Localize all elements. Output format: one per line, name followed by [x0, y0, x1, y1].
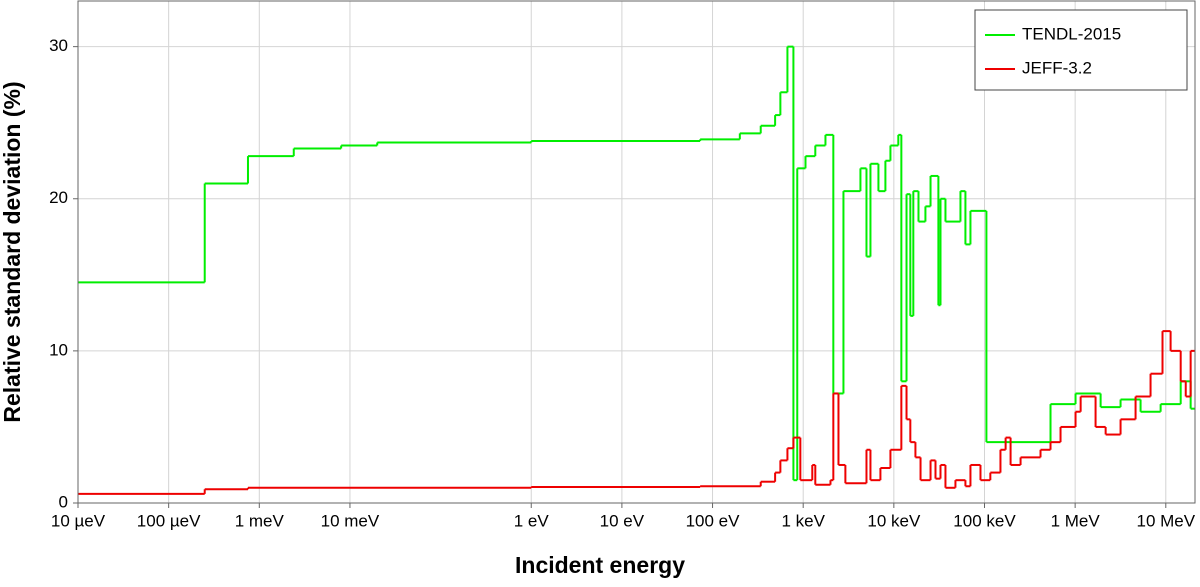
step-riser [203, 46, 1192, 481]
x-tick-label: 10 meV [321, 511, 380, 530]
x-tick-label: 10 µeV [51, 511, 106, 530]
y-tick-label: 0 [59, 492, 68, 511]
x-tick-label: 10 eV [600, 511, 645, 530]
y-axis-title: Relative standard deviation (%) [0, 81, 25, 422]
x-tick-label: 1 MeV [1051, 511, 1101, 530]
y-tick-label: 10 [49, 340, 68, 359]
x-tick-label: 1 meV [235, 511, 285, 530]
x-tick-label: 100 µeV [137, 511, 201, 530]
legend: TENDL-2015 JEFF-3.2 [974, 9, 1188, 91]
grid [73, 1, 1195, 508]
legend-label: TENDL-2015 [1022, 24, 1121, 43]
plot-frame [77, 0, 1196, 504]
y-tick-label: 20 [49, 188, 68, 207]
legend-box [974, 9, 1188, 91]
x-tick-label: 1 keV [781, 511, 825, 530]
y-tick-label: 30 [49, 36, 68, 55]
x-tick-label: 100 eV [686, 511, 741, 530]
legend-label: JEFF-3.2 [1022, 58, 1092, 77]
x-tick-label: 100 keV [953, 511, 1016, 530]
x-tick-label: 1 eV [514, 511, 550, 530]
x-tick-label: 10 MeV [1136, 511, 1195, 530]
lines [78, 45, 1195, 495]
x-tick-label: 10 keV [867, 511, 921, 530]
step-riser [203, 331, 1192, 494]
x-axis-title: Incident energy [515, 552, 685, 578]
